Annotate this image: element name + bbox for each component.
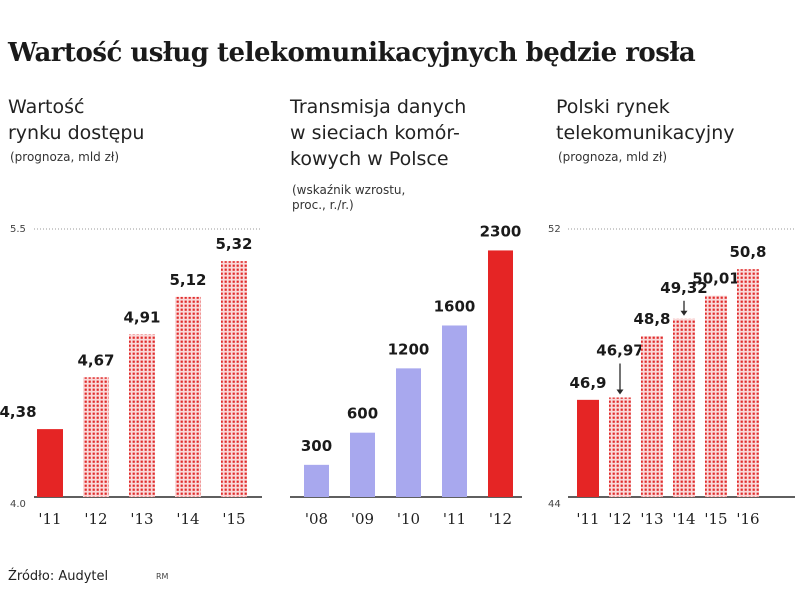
chart3-ytick-label: 52 — [548, 224, 561, 235]
chart3-value-label: 46,9 — [569, 374, 606, 392]
chart2-value-label: 600 — [347, 405, 378, 423]
chart3-leader-arrow — [680, 310, 688, 316]
source-tag: RM — [156, 572, 169, 581]
chart2-value-label: 1600 — [434, 297, 476, 315]
chart1-bar — [175, 296, 201, 497]
chart1-value-label: 4,91 — [123, 308, 160, 326]
chart2-value-label: 1200 — [388, 340, 430, 358]
chart3-bar — [641, 336, 663, 497]
chart3-ytick-label: 44 — [548, 499, 561, 510]
chart1-bar — [129, 334, 155, 497]
chart2-subtitle-line: w sieciach komór- — [290, 122, 460, 144]
chart2-category-label: '12 — [489, 510, 512, 528]
chart3-value-label: 49,32 — [660, 279, 707, 297]
chart2-category-label: '11 — [443, 510, 466, 528]
chart2-note-line: (wskaźnik wzrostu, — [292, 183, 406, 197]
chart2-subtitle-line: Transmisja danych — [290, 96, 467, 118]
chart1-subtitle: Wartość rynku dostępu — [8, 94, 144, 146]
chart3-category-label: '16 — [736, 510, 759, 528]
chart3-bar — [673, 318, 695, 497]
chart1-bar — [83, 377, 109, 497]
chart3-category-label: '14 — [672, 510, 695, 528]
chart2-category-label: '08 — [305, 510, 328, 528]
chart3-subtitle-line: telekomunikacyjny — [556, 122, 735, 144]
chart2-note: (wskaźnik wzrostu, proc., r./r.) — [292, 183, 405, 213]
chart3-bar — [737, 269, 759, 497]
chart1-subtitle-line: rynku dostępu — [8, 122, 145, 144]
chart3-value-label: 50,8 — [729, 243, 766, 261]
chart3-leader-arrow — [616, 389, 624, 395]
chart1-bar — [37, 429, 63, 497]
chart1-ytick-label: 5.5 — [10, 224, 26, 235]
chart2-bar — [488, 250, 513, 497]
chart1-bar — [221, 261, 247, 497]
chart2-bar — [442, 325, 467, 497]
chart2-category-label: '09 — [351, 510, 374, 528]
chart3-bar — [609, 397, 631, 497]
chart1-note-line: (prognoza, mld zł) — [10, 150, 120, 164]
chart2-value-label: 300 — [301, 437, 332, 455]
chart3-value-label: 46,97 — [596, 342, 643, 360]
chart1-value-label: 4,67 — [77, 351, 114, 369]
chart3-category-label: '15 — [704, 510, 727, 528]
chart3-note-line: (prognoza, mld zł) — [558, 150, 668, 164]
chart1-subtitle-line: Wartość — [8, 96, 85, 118]
chart3-bar — [705, 295, 727, 497]
chart1-value-label: 4,38 — [0, 403, 37, 421]
chart1-note: (prognoza, mld zł) — [10, 150, 119, 165]
chart2-subtitle: Transmisja danych w sieciach komór- kowy… — [290, 94, 466, 172]
chart2-bar — [350, 432, 375, 497]
chart1-category-label: '13 — [130, 510, 153, 528]
chart1-category-label: '12 — [84, 510, 107, 528]
chart1-ytick-label: 4.0 — [10, 499, 26, 510]
source-note: Źródło: Audytel — [8, 569, 109, 584]
chart1-category-label: '14 — [176, 510, 199, 528]
chart3-subtitle: Polski rynek telekomunikacyjny — [556, 94, 735, 146]
chart2-value-label: 2300 — [480, 222, 522, 240]
chart3-category-label: '13 — [640, 510, 663, 528]
chart1-category-label: '15 — [222, 510, 245, 528]
chart2-bar — [304, 464, 329, 497]
chart2-bar — [396, 368, 421, 497]
chart3-value-label: 48,8 — [633, 310, 670, 328]
chart3-subtitle-line: Polski rynek — [556, 96, 670, 118]
chart3-bar — [577, 399, 599, 497]
chart2-subtitle-line: kowych w Polsce — [290, 148, 449, 170]
chart2-category-label: '10 — [397, 510, 420, 528]
chart3-value-label: 50,01 — [692, 270, 739, 288]
chart1-value-label: 5,12 — [169, 271, 206, 289]
chart1-category-label: '11 — [38, 510, 61, 528]
chart3-note: (prognoza, mld zł) — [558, 150, 667, 165]
chart2-note-line: proc., r./r.) — [292, 198, 354, 212]
chart3-category-label: '11 — [576, 510, 599, 528]
chart-title: Wartość usług telekomunikacyjnych będzie… — [8, 38, 696, 68]
chart1-value-label: 5,32 — [215, 235, 252, 253]
chart3-category-label: '12 — [608, 510, 631, 528]
